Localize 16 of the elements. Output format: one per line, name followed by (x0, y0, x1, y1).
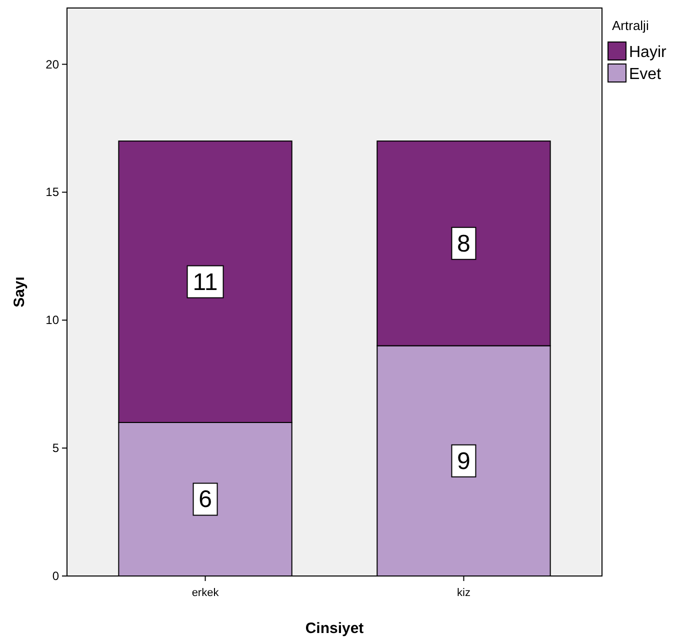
x-tick-label: kiz (457, 587, 470, 599)
y-tick-label: 20 (46, 57, 60, 72)
y-tick-label: 5 (52, 441, 60, 456)
data-label: 9 (457, 448, 470, 475)
legend-label: Hayir (629, 44, 668, 61)
data-label: 11 (192, 268, 218, 296)
x-axis-title: Cinsiyet (305, 620, 364, 637)
y-axis-title: Sayı (11, 276, 28, 308)
legend-label: Evet (629, 66, 662, 83)
y-tick-label: 15 (46, 185, 60, 200)
legend-title: Artralji (612, 18, 649, 33)
y-tick-label: 10 (46, 313, 60, 328)
y-tick-label: 0 (52, 569, 60, 583)
data-label: 8 (457, 230, 470, 258)
x-tick-label: erkek (192, 587, 220, 599)
data-label: 6 (198, 486, 212, 514)
